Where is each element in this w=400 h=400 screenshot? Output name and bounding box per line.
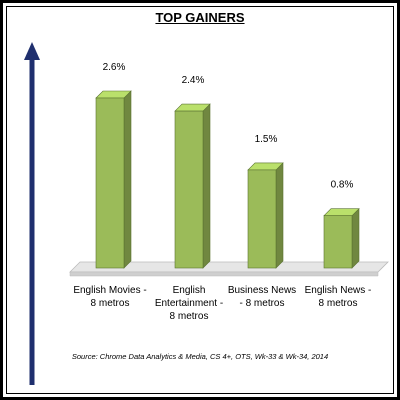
value-label: 0.8%: [331, 180, 354, 191]
category-label: English Movies - 8 metros: [73, 285, 147, 309]
axis-arrow-head: [24, 42, 40, 60]
bar: [247, 169, 277, 269]
value-label: 1.5%: [255, 134, 278, 145]
category-label: English News - 8 metros: [304, 285, 372, 309]
bar: [323, 215, 353, 269]
category-label: Business News - 8 metros: [227, 285, 297, 309]
value-label: 2.6%: [103, 62, 126, 73]
source-note: Source: Chrome Data Analytics & Media, C…: [71, 352, 329, 361]
bar-side: [275, 162, 284, 269]
floor-front: [69, 271, 379, 277]
bar-side: [202, 103, 211, 269]
bar: [174, 110, 204, 269]
category-label: English Entertainment - 8 metros: [154, 285, 224, 322]
bar-side: [351, 207, 360, 269]
bar-side: [123, 90, 132, 269]
chart-title: TOP GAINERS: [155, 10, 245, 25]
inner-border: [6, 6, 394, 394]
bars: 2.6% 2.4% 1.5% 0.8%: [95, 62, 360, 269]
bar: [95, 97, 125, 269]
value-label: 2.4%: [182, 75, 205, 86]
